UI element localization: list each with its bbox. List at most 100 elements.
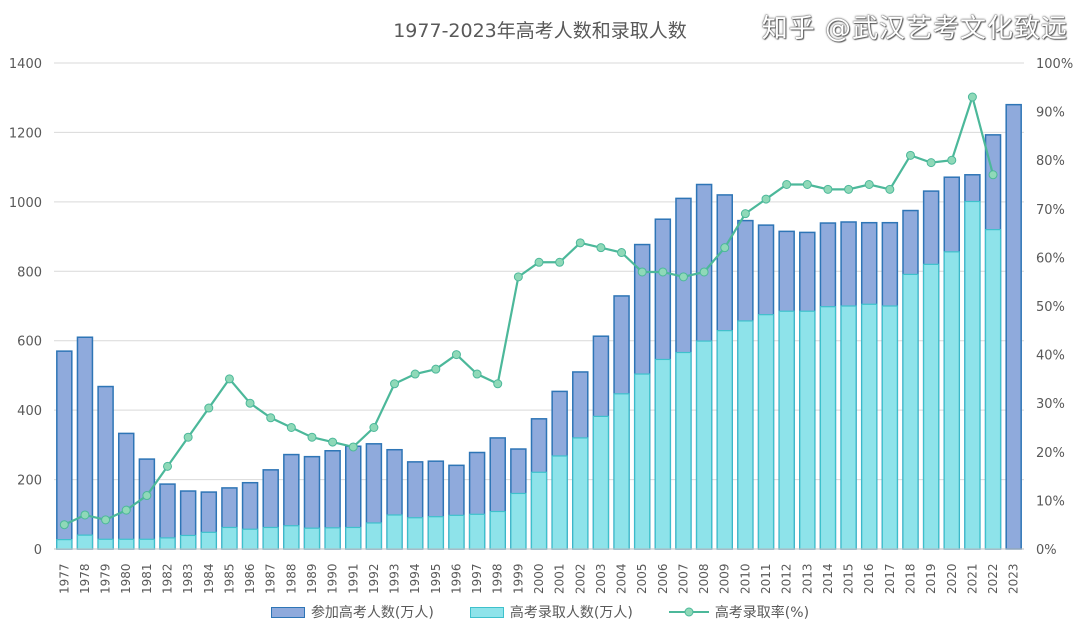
rate-point — [637, 267, 647, 277]
legend-item-rate: 高考录取率(%) — [668, 602, 809, 622]
rate-point — [224, 374, 234, 384]
rate-point — [513, 272, 523, 282]
rate-point — [245, 398, 255, 408]
bar-applicants — [56, 350, 73, 550]
bar-admitted — [592, 415, 610, 550]
bar-admitted — [56, 539, 73, 550]
rate-point — [905, 150, 915, 160]
y-right-tick-label: 20% — [1036, 446, 1065, 461]
x-tick-label: 1989 — [305, 563, 319, 594]
legend-label: 高考录取人数(万人) — [509, 605, 633, 621]
rate-point — [266, 413, 276, 423]
bar-admitted — [365, 522, 382, 550]
rate-point — [80, 510, 90, 520]
x-tick-label: 2017 — [883, 563, 897, 594]
x-tick-label: 1991 — [346, 563, 360, 594]
rate-point — [988, 170, 998, 180]
y-right-tick-label: 80% — [1036, 154, 1065, 169]
x-tick-label: 2003 — [594, 563, 608, 594]
y-left-tick-label: 1400 — [9, 57, 42, 72]
bar-applicants — [117, 432, 135, 550]
x-tick-label: 2004 — [615, 563, 629, 594]
bar-admitted — [634, 373, 651, 550]
x-tick-label: 2010 — [738, 563, 752, 594]
x-tick-label: 2012 — [780, 563, 794, 594]
bar-admitted — [427, 516, 444, 550]
legend-item-admitted: 高考录取人数(万人) — [469, 602, 633, 622]
rate-point — [823, 184, 833, 194]
bar-admitted — [118, 538, 135, 550]
x-tick-label: 2011 — [759, 563, 773, 594]
legend-swatch — [270, 606, 305, 618]
bar-admitted — [200, 531, 217, 550]
rate-point — [451, 350, 461, 360]
x-tick-label: 1980 — [119, 563, 133, 594]
bar-admitted — [138, 538, 155, 550]
rate-point — [431, 364, 441, 374]
x-tick-label: 2016 — [862, 563, 876, 594]
bar-admitted — [510, 492, 527, 550]
rate-point — [472, 369, 482, 379]
x-tick-label: 1982 — [161, 563, 175, 594]
x-tick-label: 1983 — [181, 563, 195, 594]
x-tick-label: 1996 — [449, 563, 463, 594]
x-tick-label: 1992 — [367, 563, 381, 594]
x-tick-label: 1977 — [57, 563, 71, 594]
bar-admitted — [262, 526, 279, 550]
x-tick-label: 1990 — [326, 563, 340, 594]
bar-admitted — [757, 314, 775, 550]
rate-point — [596, 243, 606, 253]
x-tick-label: 2019 — [924, 563, 938, 594]
x-tick-label: 1979 — [99, 563, 113, 594]
bar-admitted — [324, 527, 341, 550]
rate-point — [761, 194, 771, 204]
line-admission-rate — [63, 93, 995, 526]
bar-admitted — [799, 310, 816, 550]
rate-point — [369, 423, 379, 432]
x-tick-label: 2006 — [656, 563, 670, 594]
bar-admitted — [881, 305, 898, 550]
legend: 参加高考人数(万人) 高考录取人数(万人) 高考录取率(%) — [0, 602, 1080, 622]
bar-admitted — [530, 471, 548, 550]
bar-admitted — [97, 538, 114, 550]
bar-admitted — [448, 514, 465, 550]
watermark: 知乎 @武汉艺考文化致远 — [761, 14, 1068, 44]
rate-point — [678, 272, 688, 282]
x-tick-label: 2014 — [821, 563, 835, 594]
bar-admitted — [840, 305, 857, 550]
x-tick-label: 2009 — [718, 563, 732, 594]
bar-admitted — [861, 303, 878, 550]
bar-admitted — [241, 528, 259, 550]
rate-point — [101, 515, 111, 525]
legend-item-applicants: 参加高考人数(万人) — [270, 602, 434, 622]
x-tick-label: 2002 — [573, 563, 587, 594]
bar-admitted — [675, 351, 692, 550]
rate-point — [534, 257, 544, 267]
rate-point — [121, 505, 131, 515]
x-tick-label: 2018 — [903, 563, 917, 594]
bar-admitted — [159, 537, 176, 550]
rate-point — [575, 238, 585, 248]
rate-point — [926, 158, 936, 168]
x-tick-label: 1998 — [491, 563, 505, 594]
rate-point — [204, 403, 214, 413]
x-tick-label: 1999 — [511, 563, 525, 594]
rate-point — [844, 184, 854, 194]
rate-point — [658, 267, 668, 277]
y-left-tick-label: 1200 — [9, 126, 42, 141]
bar-admitted — [819, 306, 837, 550]
rate-point — [163, 461, 173, 471]
y-right-tick-label: 90% — [1036, 106, 1065, 121]
bar-admitted — [76, 534, 94, 550]
bar-admitted — [778, 310, 795, 550]
rate-point — [864, 180, 874, 189]
bar-admitted — [613, 393, 630, 550]
y-right-tick-label: 10% — [1036, 494, 1065, 509]
y-right-tick-label: 0% — [1036, 543, 1057, 558]
legend-line-icon — [668, 607, 709, 617]
rate-point — [410, 369, 420, 379]
x-tick-label: 1985 — [222, 563, 236, 594]
legend-label: 参加高考人数(万人) — [310, 605, 434, 621]
y-right-tick-label: 100% — [1036, 57, 1073, 72]
x-tick-label: 2021 — [965, 563, 979, 594]
